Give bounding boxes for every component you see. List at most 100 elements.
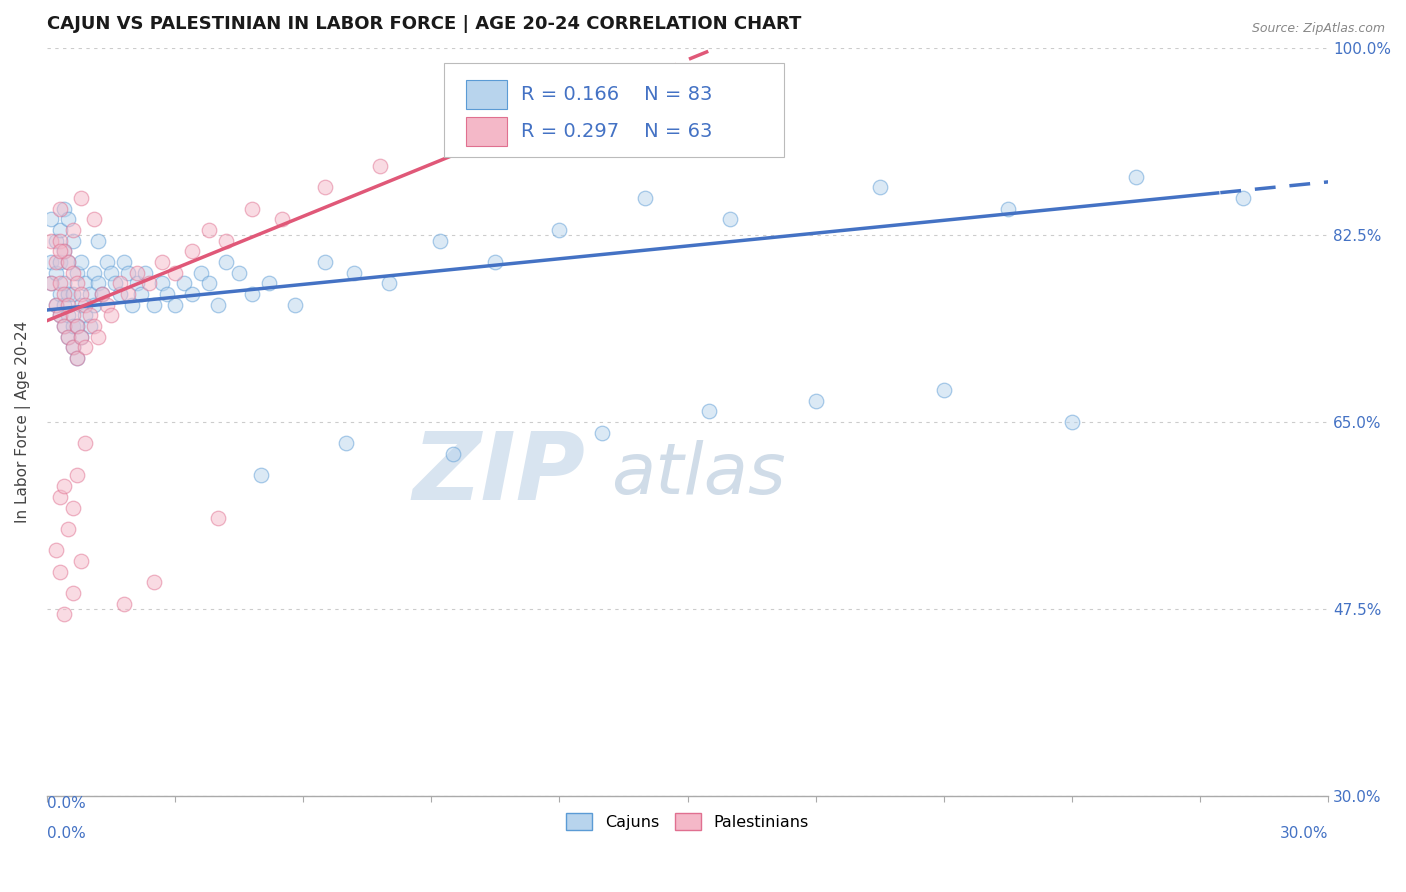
Point — [314, 255, 336, 269]
Point — [484, 255, 506, 269]
Point — [591, 425, 613, 440]
Point — [75, 340, 97, 354]
Point — [53, 244, 76, 259]
Point — [343, 266, 366, 280]
Text: ZIP: ZIP — [412, 428, 585, 520]
Point — [249, 468, 271, 483]
Point — [83, 318, 105, 333]
Point — [112, 597, 135, 611]
Point — [49, 244, 72, 259]
Point — [91, 287, 114, 301]
Point — [53, 479, 76, 493]
Point — [997, 202, 1019, 216]
Point — [79, 318, 101, 333]
Point — [591, 116, 613, 130]
Point — [39, 255, 62, 269]
Point — [44, 255, 66, 269]
Point — [83, 212, 105, 227]
Point — [1060, 415, 1083, 429]
Point — [62, 309, 84, 323]
Point — [49, 234, 72, 248]
Point — [181, 287, 204, 301]
Point — [62, 500, 84, 515]
Bar — [465, 118, 508, 145]
Point — [62, 586, 84, 600]
Point — [377, 277, 399, 291]
Point — [66, 318, 89, 333]
Point — [75, 277, 97, 291]
Point — [441, 447, 464, 461]
Point — [368, 159, 391, 173]
Point — [869, 180, 891, 194]
Point — [155, 287, 177, 301]
Point — [58, 522, 80, 536]
Point — [150, 255, 173, 269]
Point — [44, 266, 66, 280]
Point — [49, 565, 72, 579]
Point — [125, 266, 148, 280]
Point — [49, 287, 72, 301]
Point — [49, 277, 72, 291]
Point — [207, 511, 229, 525]
Point — [441, 127, 464, 141]
Point — [75, 298, 97, 312]
Point — [150, 277, 173, 291]
Point — [70, 255, 93, 269]
Point — [96, 298, 118, 312]
Point — [125, 277, 148, 291]
Text: R = 0.297    N = 63: R = 0.297 N = 63 — [522, 122, 713, 141]
Point — [142, 298, 165, 312]
Point — [70, 554, 93, 568]
Point — [39, 277, 62, 291]
Point — [697, 404, 720, 418]
Legend: Cajuns, Palestinians: Cajuns, Palestinians — [560, 807, 815, 837]
Point — [215, 234, 238, 248]
Point — [138, 277, 160, 291]
Point — [429, 234, 451, 248]
Point — [335, 436, 357, 450]
Point — [314, 180, 336, 194]
Point — [53, 244, 76, 259]
Point — [39, 277, 62, 291]
Point — [100, 266, 122, 280]
Text: 0.0%: 0.0% — [46, 796, 86, 811]
Point — [49, 223, 72, 237]
Point — [70, 329, 93, 343]
Point — [91, 287, 114, 301]
Point — [104, 277, 127, 291]
Point — [108, 287, 131, 301]
Point — [240, 202, 263, 216]
Text: R = 0.166    N = 83: R = 0.166 N = 83 — [522, 85, 713, 104]
Point — [66, 351, 89, 365]
Point — [634, 191, 657, 205]
Point — [39, 212, 62, 227]
Point — [62, 266, 84, 280]
Point — [53, 318, 76, 333]
Point — [62, 223, 84, 237]
Point — [44, 298, 66, 312]
Point — [75, 309, 97, 323]
Point — [66, 266, 89, 280]
Point — [270, 212, 292, 227]
Point — [49, 202, 72, 216]
Point — [58, 287, 80, 301]
Point — [70, 298, 93, 312]
Point — [129, 287, 152, 301]
Point — [79, 309, 101, 323]
Point — [66, 277, 89, 291]
Point — [117, 287, 139, 301]
Point — [112, 255, 135, 269]
Point — [121, 298, 143, 312]
Point — [804, 393, 827, 408]
Point — [49, 309, 72, 323]
Text: CAJUN VS PALESTINIAN IN LABOR FORCE | AGE 20-24 CORRELATION CHART: CAJUN VS PALESTINIAN IN LABOR FORCE | AG… — [46, 15, 801, 33]
Point — [49, 255, 72, 269]
Point — [58, 329, 80, 343]
Point — [1232, 191, 1254, 205]
Point — [66, 468, 89, 483]
Point — [83, 298, 105, 312]
Point — [53, 318, 76, 333]
Point — [165, 266, 187, 280]
Point — [284, 298, 307, 312]
Point — [215, 255, 238, 269]
